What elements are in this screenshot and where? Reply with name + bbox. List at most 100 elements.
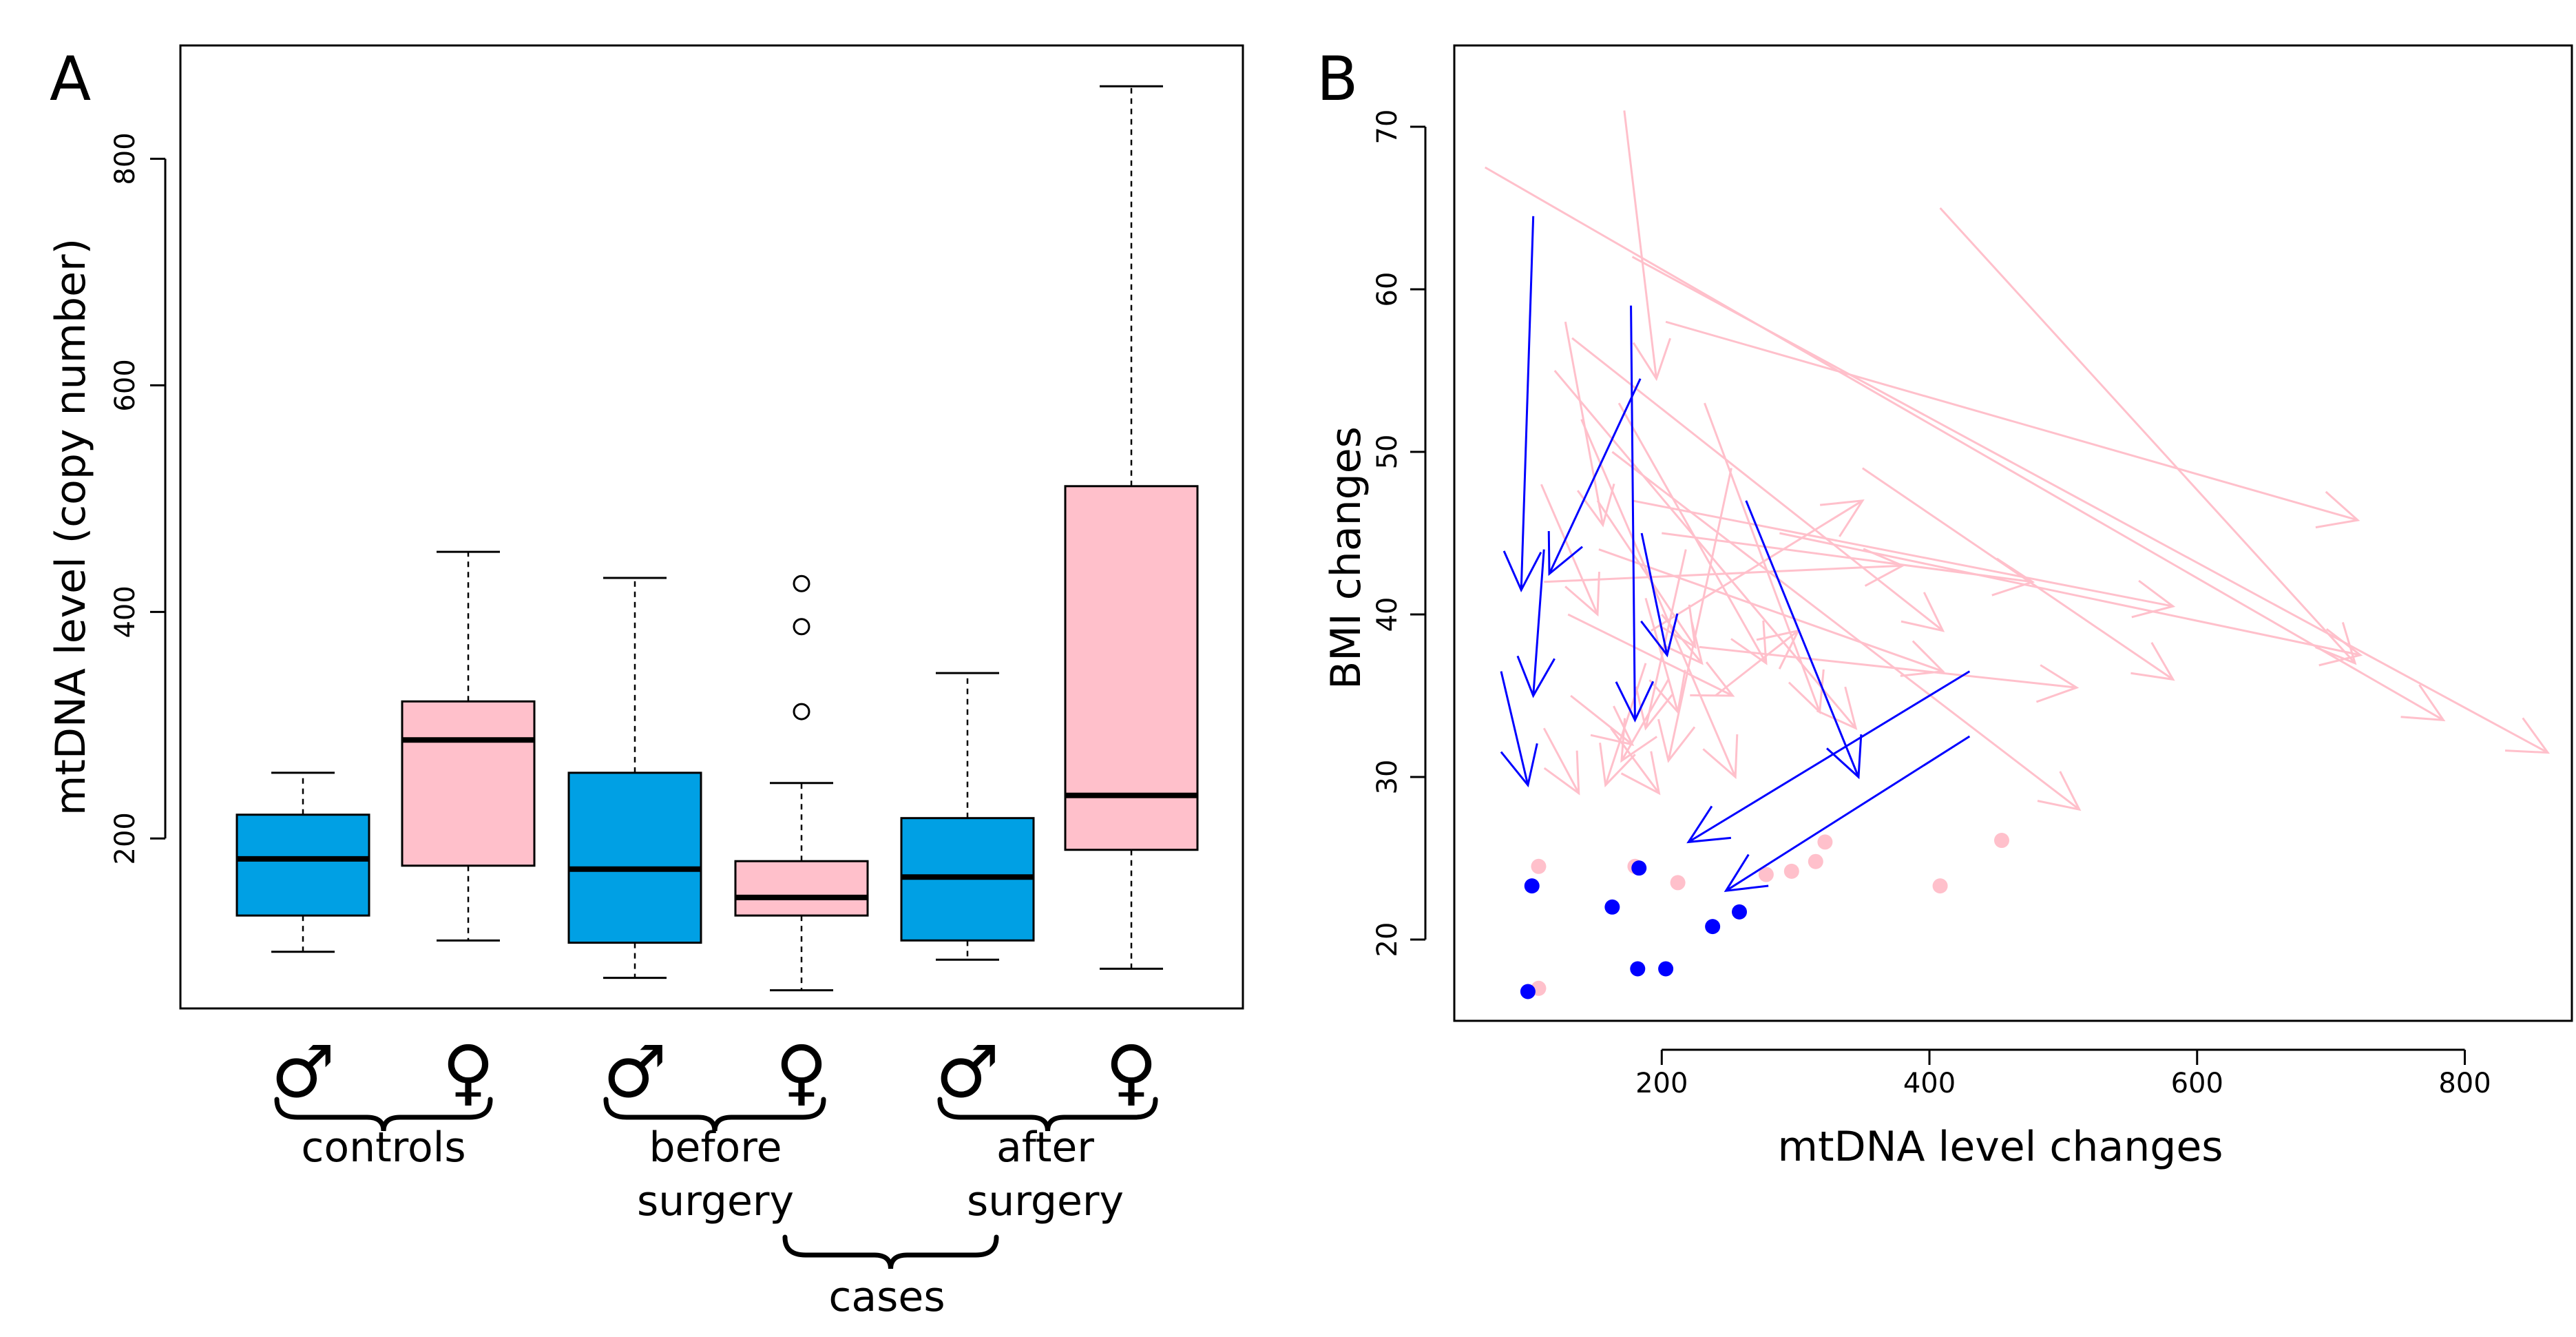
male-point — [1705, 919, 1721, 935]
arrow-shaft — [1596, 499, 1697, 648]
y-tick-label: 70 — [1372, 110, 1403, 145]
arrow-head — [2315, 490, 2360, 529]
x-tick-label: 800 — [2438, 1068, 2491, 1099]
male-point — [1604, 899, 1620, 915]
female-arrow — [1611, 450, 2082, 811]
y-tick-label: 400 — [109, 585, 141, 638]
box-group-1 — [235, 771, 370, 953]
female-point — [1758, 867, 1774, 882]
x-tick-label: 400 — [1903, 1068, 1956, 1099]
arrow-shaft — [1610, 727, 1660, 794]
male-point — [1658, 961, 1674, 977]
arrow-shaft — [1570, 694, 1633, 745]
arrow-shaft — [1542, 727, 1580, 794]
female-arrow — [1598, 548, 1945, 677]
arrow-shaft — [1567, 613, 1733, 697]
female-point — [1531, 858, 1547, 874]
female-point — [1993, 833, 2009, 849]
panel-label-a: A — [50, 43, 91, 114]
boxplot-panel: mtDNA level (copy number) 200 400 600 800 ♂… — [47, 44, 1244, 1321]
female-arrow — [1544, 548, 1905, 587]
boxplot-y-axis: 200 400 600 800 — [109, 132, 167, 864]
sex-symbol-male: ♂ — [271, 1030, 335, 1114]
arrow-shaft — [1640, 532, 1668, 656]
arrow-shaft — [1611, 450, 2080, 811]
arrow-head — [1543, 750, 1580, 796]
arrow-head — [1620, 751, 1661, 796]
arrow-shaft — [1548, 378, 1642, 574]
arrow-shaft — [1580, 419, 1737, 778]
arrow-head — [1640, 613, 1679, 658]
male-arrow — [1502, 216, 1542, 593]
arrow-shaft — [1630, 305, 1636, 721]
scatter-axes: 200 400 600 800 20 30 40 50 60 70 — [1372, 110, 2491, 1099]
scatter-x-axis-label: mtDNA level changes — [1778, 1123, 2223, 1171]
female-arrow — [1484, 166, 2446, 722]
female-arrow — [1596, 499, 1697, 650]
arrow-shaft — [1532, 549, 1545, 696]
arrow-head — [1648, 670, 1686, 714]
arrow-shaft — [1667, 468, 1732, 761]
arrow-shaft — [1699, 645, 2077, 689]
arrow-head — [1576, 483, 1615, 528]
female-arrow — [1580, 419, 1739, 780]
male-point — [1732, 904, 1748, 920]
scatter-plot-frame — [1453, 44, 2573, 1022]
male-arrow — [1745, 500, 1863, 780]
group-label-cases: cases — [828, 1273, 945, 1321]
arrow-head — [1686, 805, 1732, 844]
arrow-head — [1820, 499, 1865, 537]
arrow-shaft — [1500, 671, 1529, 786]
male-arrow — [1640, 532, 1679, 658]
arrow-shaft — [1644, 549, 1687, 729]
arrow-head — [1599, 743, 1636, 788]
box-group-6 — [1064, 85, 1199, 970]
arrow-shaft — [1631, 256, 2548, 754]
arrow-head — [1500, 743, 1538, 788]
female-point — [1817, 834, 1833, 850]
arrow-head — [1635, 686, 1673, 731]
female-arrow — [1632, 499, 2176, 619]
male-point — [1524, 878, 1540, 894]
male-point — [1520, 984, 1536, 999]
female-arrow — [1661, 614, 1704, 665]
arrow-shaft — [1665, 320, 2358, 521]
female-arrow — [1599, 663, 1647, 788]
box — [401, 700, 536, 867]
male-point — [1631, 860, 1647, 876]
female-arrow — [1553, 370, 1858, 730]
box — [567, 771, 702, 944]
arrow-head — [1547, 530, 1583, 577]
female-arrow — [1665, 320, 2360, 529]
arrow-shaft — [1484, 166, 2444, 721]
y-tick-label: 800 — [109, 132, 141, 185]
arrow-shaft — [1704, 402, 1821, 713]
arrow-shaft — [1939, 207, 2356, 664]
arrow-shaft — [1544, 564, 1903, 583]
y-tick-label: 60 — [1372, 272, 1403, 307]
arrow-shaft — [1571, 337, 1944, 632]
female-arrow — [1623, 110, 1671, 382]
group-label-before-line2: surgery — [637, 1177, 794, 1225]
arrow-shaft — [1715, 630, 1799, 697]
arrow-shaft — [1661, 614, 1703, 664]
arrow-head — [1502, 550, 1542, 593]
arrow-head — [1615, 681, 1655, 723]
y-tick-label: 600 — [109, 359, 141, 411]
sex-symbol-female: ♀ — [442, 1030, 494, 1114]
box-group-5 — [900, 672, 1035, 961]
arrow-head — [2318, 628, 2363, 667]
outlier — [793, 574, 810, 592]
box-group-2 — [401, 550, 536, 942]
arrow-shaft — [1520, 216, 1535, 590]
arrow-shaft — [1861, 467, 2174, 681]
outlier — [793, 703, 810, 721]
sex-symbol-female: ♀ — [1105, 1030, 1158, 1114]
male-point — [1630, 961, 1646, 977]
boxplot-plot-frame — [179, 44, 1244, 1010]
arrow-head — [1900, 640, 1945, 677]
female-arrow — [1542, 727, 1580, 796]
outlier — [793, 618, 810, 636]
female-arrow — [1617, 402, 1768, 665]
